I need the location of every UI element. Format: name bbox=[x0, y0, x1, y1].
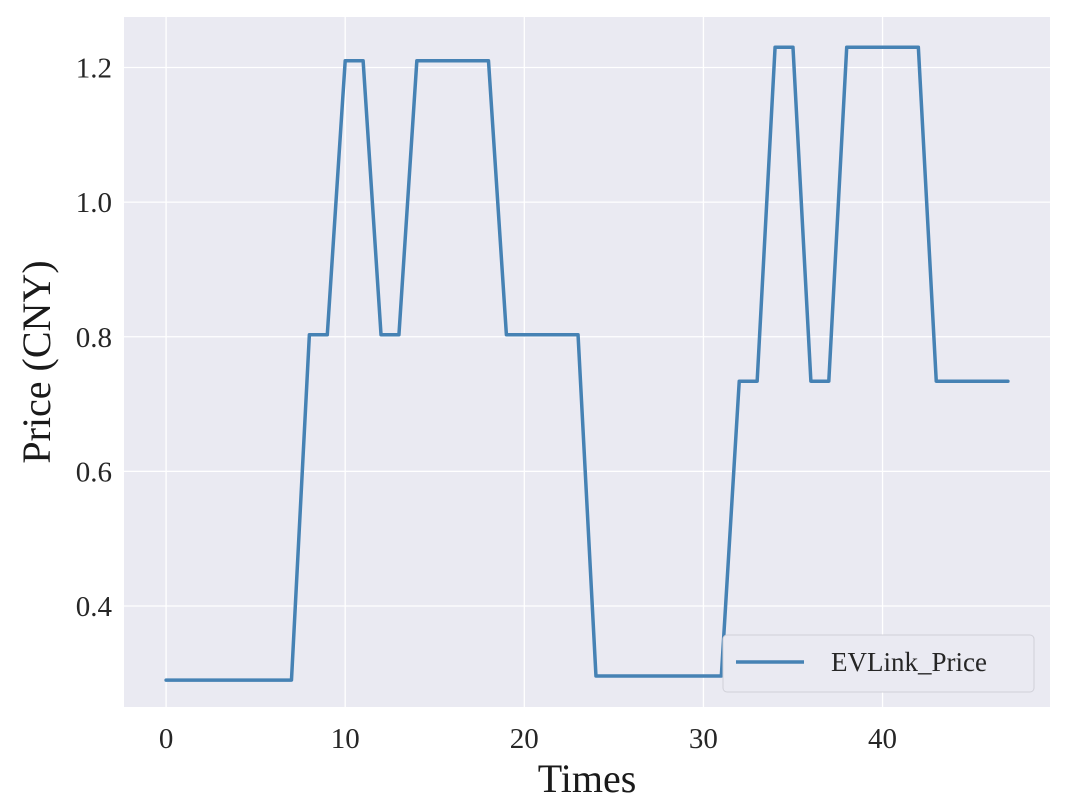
x-tick-label: 30 bbox=[689, 723, 718, 755]
y-tick-label: 0.8 bbox=[76, 322, 112, 354]
legend: EVLink_Price bbox=[722, 634, 1035, 693]
series-line-evlink-price bbox=[164, 45, 1010, 682]
y-tick-label: 0.6 bbox=[76, 456, 112, 488]
y-axis-title: Price (CNY) bbox=[14, 260, 59, 463]
tick-labels: 0 10 20 30 40 0.4 0.6 0.8 1.0 1.2 bbox=[76, 52, 897, 755]
x-tick-label: 10 bbox=[331, 723, 360, 755]
legend-box bbox=[722, 634, 1035, 693]
x-tick-label: 20 bbox=[510, 723, 539, 755]
x-tick-label: 0 bbox=[159, 723, 174, 755]
x-axis-title: Times bbox=[538, 756, 637, 799]
legend-label: EVLink_Price bbox=[831, 647, 987, 677]
plot-area bbox=[124, 17, 1050, 707]
series-layer bbox=[164, 45, 1010, 682]
y-tick-label: 1.0 bbox=[76, 187, 112, 219]
grid-lines bbox=[124, 17, 1050, 707]
y-tick-label: 0.4 bbox=[76, 591, 113, 623]
x-tick-label: 40 bbox=[868, 723, 897, 755]
y-tick-label: 1.2 bbox=[76, 52, 112, 84]
